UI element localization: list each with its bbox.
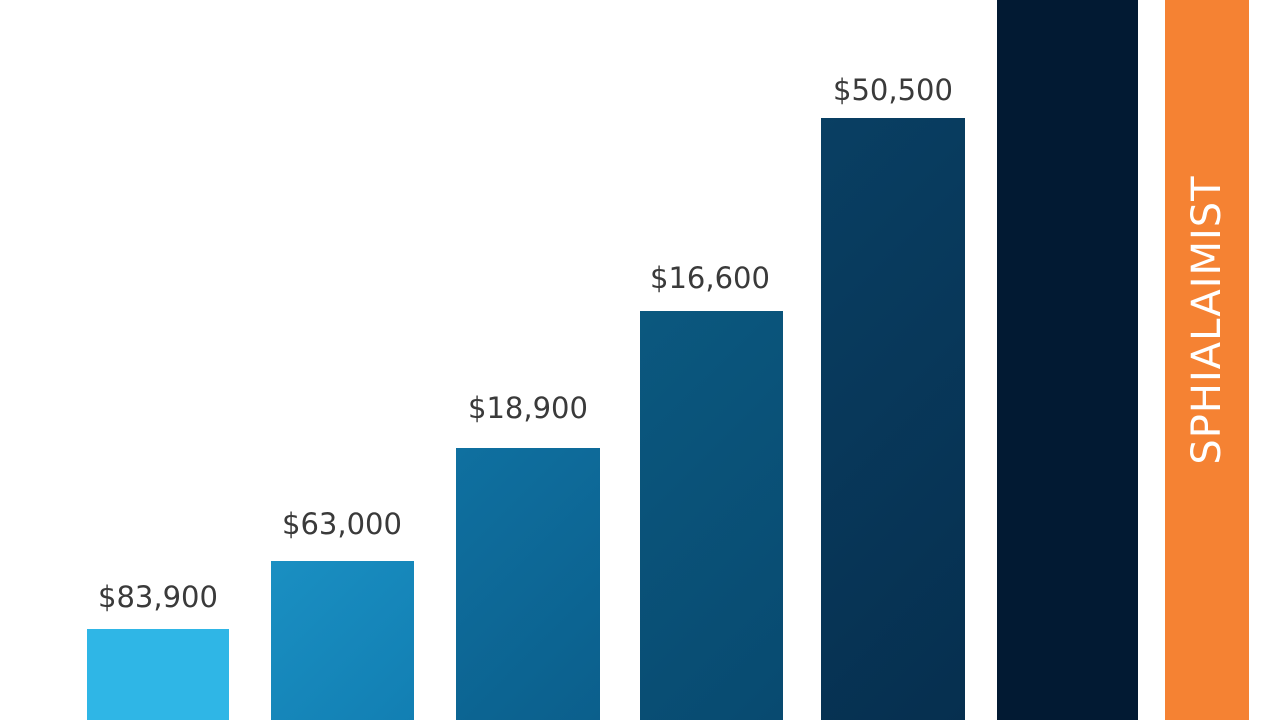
bar-3 [456,448,600,720]
bar-2-value-label: $63,000 [282,507,402,541]
bar-5-value-label: $50,500 [833,73,953,107]
bar-6 [997,0,1138,720]
bar-3-value-label: $18,900 [468,391,588,425]
bar-5 [821,118,965,720]
bar-4 [640,311,783,720]
bar-4-value-label: $16,600 [650,261,770,295]
bar-2 [271,561,414,720]
bar-1-value-label: $83,900 [98,580,218,614]
side-banner-text: SPHIALAIMIST [1184,175,1230,465]
side-banner: SPHIALAIMIST [1165,0,1249,720]
bar-1 [87,629,229,720]
